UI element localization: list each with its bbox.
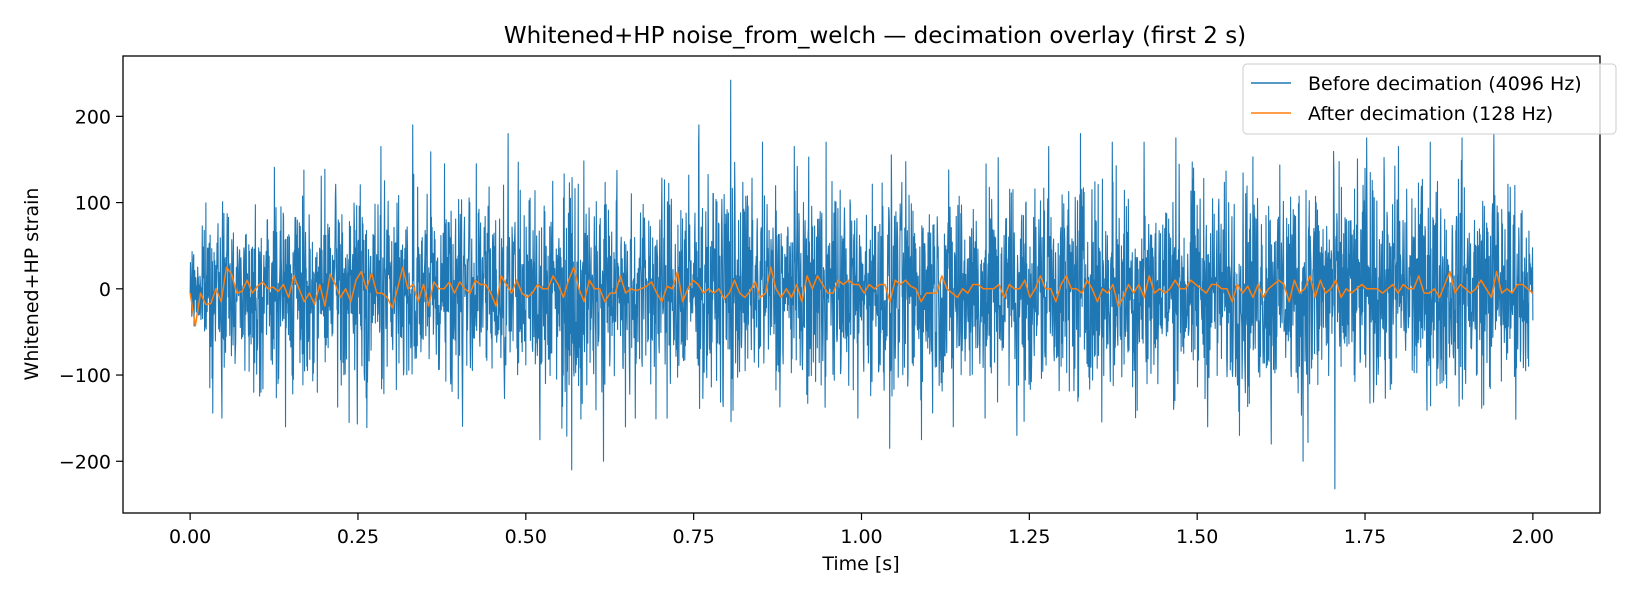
x-tick-label: 0.25 <box>337 526 379 548</box>
x-axis-label: Time [s] <box>821 553 899 575</box>
x-tick-label: 0.75 <box>673 526 715 548</box>
x-tick-label: 1.25 <box>1008 526 1050 548</box>
series-line-after-decimation <box>189 266 1534 327</box>
series-layer <box>189 79 1534 490</box>
x-tick-label: 2.00 <box>1512 526 1554 548</box>
x-tick-label: 1.00 <box>840 526 882 548</box>
x-tick-label: 0.00 <box>169 526 211 548</box>
legend-label-after: After decimation (128 Hz) <box>1308 103 1553 125</box>
x-tick-label: 0.50 <box>505 526 547 548</box>
y-axis-label: Whitened+HP strain <box>21 188 43 381</box>
chart-title: Whitened+HP noise_from_welch — decimatio… <box>504 23 1246 49</box>
y-tick-label: 200 <box>75 106 111 128</box>
legend-box <box>1242 63 1617 135</box>
legend: Before decimation (4096 Hz) After decima… <box>1242 63 1617 135</box>
y-tick-label: −200 <box>59 451 111 473</box>
x-axis: 0.00 0.25 0.50 0.75 1.00 1.25 1.50 1.75 2.00 <box>169 513 1554 548</box>
x-tick-label: 1.75 <box>1344 526 1386 548</box>
y-tick-label: −100 <box>59 365 111 387</box>
y-tick-label: 100 <box>75 193 111 215</box>
y-axis: −200 −100 0 100 200 <box>59 106 123 473</box>
x-tick-label: 1.50 <box>1176 526 1218 548</box>
y-tick-label: 0 <box>99 279 111 301</box>
legend-label-before: Before decimation (4096 Hz) <box>1308 73 1582 95</box>
